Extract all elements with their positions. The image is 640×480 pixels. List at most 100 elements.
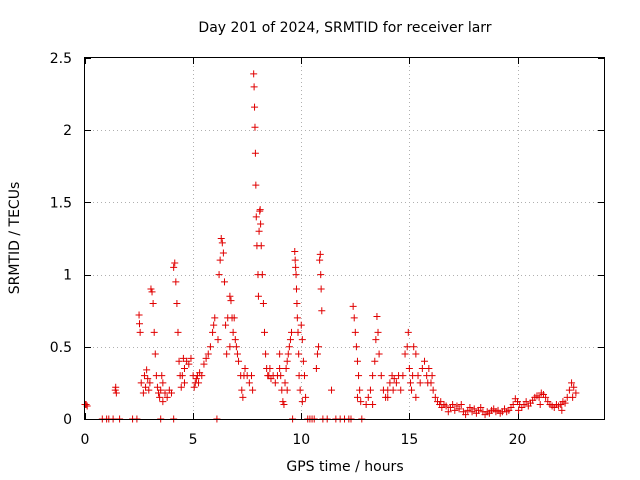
data-point [135,320,143,328]
data-point [349,302,357,310]
data-point [397,386,405,394]
data-point [392,379,400,387]
data-point [156,393,164,401]
y-axis-label: SRMTID / TECUs [7,182,23,295]
data-point [416,379,424,387]
data-point [206,343,214,351]
data-point [145,386,153,394]
data-point [217,235,225,242]
data-point [198,372,206,380]
data-point [424,379,432,387]
data-point [449,401,457,409]
data-point [451,406,459,414]
data-point [425,364,433,372]
data-point [280,401,288,409]
data-point [292,271,300,279]
data-point [276,364,284,372]
data-point [355,372,363,380]
data-points [81,70,580,423]
data-point [401,350,409,358]
data-point [238,386,246,394]
data-point [214,336,222,344]
data-point [570,383,578,391]
data-point [159,398,167,406]
data-point [192,375,200,383]
data-point [295,350,303,358]
data-point [429,386,437,394]
data-point [215,271,223,279]
data-point [136,328,144,336]
data-point [139,389,147,397]
data-point [204,350,212,358]
data-point [444,408,452,416]
data-point [399,372,407,380]
x-axis-label: GPS time / hours [286,459,403,475]
data-point [180,379,188,387]
data-point [357,398,365,406]
data-point [377,372,385,380]
data-point [256,206,264,214]
y-tick-label: 2 [63,123,72,139]
data-point [565,386,573,394]
x-tick-label: 10 [292,432,310,448]
data-point [260,328,268,336]
data-point [179,354,187,362]
y-tick-label: 1 [63,268,72,284]
data-point [283,357,291,365]
data-point [142,383,150,391]
data-point [515,406,523,414]
data-point [317,271,325,279]
data-point [281,379,289,387]
data-point [312,364,320,372]
data-point [190,383,198,391]
data-point [252,213,260,221]
data-point [209,328,217,336]
data-point [172,278,180,286]
data-point [404,328,412,336]
y-tick-label: 0.5 [50,340,72,356]
data-point [536,401,544,409]
data-point [264,372,272,380]
data-point [293,314,301,322]
data-point [316,250,324,258]
data-point [414,372,422,380]
data-point [168,389,175,397]
data-point [140,372,148,380]
data-point [535,393,543,401]
data-point [292,285,300,293]
data-point [328,386,336,394]
data-point [259,299,267,307]
data-point [251,149,259,157]
data-point [147,285,155,293]
data-point [248,372,256,380]
data-point [372,336,380,344]
data-point [153,383,161,391]
data-point [216,256,224,264]
data-point [470,405,478,413]
y-tick-label: 2.5 [50,51,72,67]
data-point [144,375,152,383]
data-point [148,288,156,296]
data-point [178,372,186,380]
data-point [288,328,296,336]
y-tick-label: 1.5 [50,195,72,211]
data-point [257,220,265,228]
data-point [291,247,299,255]
data-point [174,328,182,336]
plot-frame [84,57,605,420]
data-point [226,343,234,351]
data-point [421,357,429,365]
data-point [428,372,436,380]
data-point [258,271,266,279]
data-point [390,375,398,383]
data-point [251,123,259,131]
data-point [455,405,463,413]
data-point [252,181,260,189]
data-point [369,372,377,380]
data-point [302,393,310,401]
data-point [384,393,392,401]
data-point [146,379,154,387]
data-point [410,343,418,351]
data-point [250,70,258,78]
